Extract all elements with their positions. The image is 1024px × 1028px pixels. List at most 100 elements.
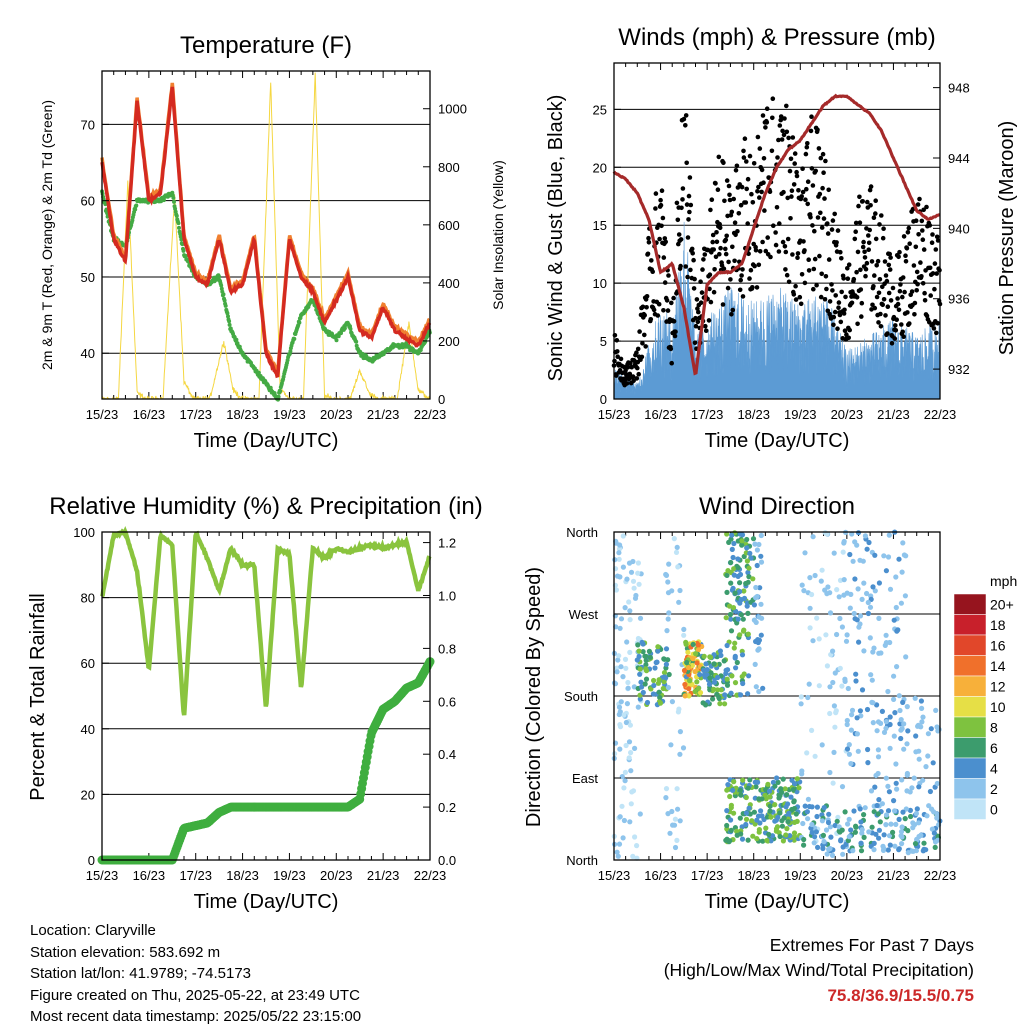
gust-point xyxy=(878,324,884,329)
gust-point xyxy=(784,129,790,135)
direction-point xyxy=(739,542,745,548)
x-tick-label: 19/23 xyxy=(273,407,306,422)
direction-point xyxy=(724,682,731,688)
direction-point xyxy=(876,615,882,622)
direction-point xyxy=(844,746,851,752)
direction-point xyxy=(783,832,789,838)
direction-point xyxy=(872,784,878,790)
direction-point xyxy=(728,817,734,823)
gust-point xyxy=(728,277,733,282)
dewpoint-point xyxy=(219,283,224,288)
direction-point xyxy=(810,534,816,540)
gust-point xyxy=(730,244,735,250)
gust-point xyxy=(821,216,827,221)
direction-point xyxy=(732,640,738,646)
direction-point xyxy=(728,628,735,634)
direction-point xyxy=(822,530,828,536)
direction-point xyxy=(835,814,841,820)
direction-point xyxy=(786,810,792,817)
direction-point xyxy=(739,652,746,658)
y-tick-label: 20 xyxy=(593,160,607,175)
direction-point xyxy=(635,642,641,648)
direction-point xyxy=(779,823,786,829)
gust-point xyxy=(868,184,874,189)
direction-point xyxy=(694,660,700,666)
direction-point xyxy=(754,593,760,600)
direction-point xyxy=(743,794,749,801)
gust-point xyxy=(753,247,759,253)
direction-point xyxy=(873,831,879,837)
direction-point xyxy=(893,574,899,580)
x-axis-label: Time (Day/UTC) xyxy=(705,430,850,452)
gust-point xyxy=(861,239,866,245)
gust-point xyxy=(856,203,861,209)
direction-point xyxy=(614,573,621,579)
direction-point xyxy=(619,803,625,809)
chart-title: Winds (mph) & Pressure (mb) xyxy=(618,24,935,51)
direction-point xyxy=(883,725,889,731)
direction-point xyxy=(801,836,807,843)
direction-point xyxy=(853,671,859,677)
direction-point xyxy=(617,542,623,548)
direction-point xyxy=(781,815,787,821)
direction-point xyxy=(832,724,838,730)
gust-point xyxy=(693,323,699,329)
y2-tick-label: 944 xyxy=(948,151,970,166)
gust-point xyxy=(871,215,877,220)
legend-label: 4 xyxy=(990,760,998,776)
gust-point xyxy=(854,269,859,275)
direction-point xyxy=(749,818,755,824)
direction-point xyxy=(758,808,764,814)
y2-tick-label: 940 xyxy=(948,221,970,236)
direction-point xyxy=(898,600,905,606)
gust-point xyxy=(646,235,651,241)
gust-point xyxy=(830,218,836,223)
gust-point xyxy=(796,188,801,193)
direction-point xyxy=(718,687,724,693)
direction-point xyxy=(862,533,869,539)
gust-point xyxy=(635,365,640,371)
gust-point xyxy=(805,179,811,184)
gust-point xyxy=(778,114,784,119)
gust-point xyxy=(832,211,837,217)
gust-point xyxy=(831,314,837,320)
direction-point xyxy=(696,685,702,691)
direction-point xyxy=(833,708,839,714)
gust-point xyxy=(655,313,661,318)
direction-point xyxy=(857,708,864,714)
direction-point xyxy=(899,841,905,847)
direction-point xyxy=(646,648,653,655)
gust-point xyxy=(640,304,646,310)
gust-point xyxy=(897,288,903,294)
gust-point xyxy=(839,255,844,261)
gust-point xyxy=(895,301,901,307)
direction-point xyxy=(729,546,735,553)
direction-point xyxy=(655,680,662,686)
direction-point xyxy=(782,786,788,792)
gust-point xyxy=(644,305,649,310)
direction-point xyxy=(711,686,717,693)
direction-point xyxy=(612,557,618,563)
y2-tick-label: 400 xyxy=(438,276,460,291)
direction-point xyxy=(850,848,856,854)
direction-point xyxy=(632,834,638,840)
direction-point xyxy=(745,569,751,576)
direction-point xyxy=(899,777,905,783)
direction-point xyxy=(728,616,734,622)
dewpoint-point xyxy=(225,311,230,316)
direction-point xyxy=(755,779,761,785)
direction-point xyxy=(891,617,897,623)
direction-point xyxy=(629,789,635,795)
gust-point xyxy=(658,202,664,208)
gust-point xyxy=(800,189,806,195)
gust-point xyxy=(634,376,640,381)
direction-point xyxy=(831,749,837,756)
direction-point xyxy=(907,807,914,814)
gust-point xyxy=(668,346,674,352)
direction-point xyxy=(627,608,633,614)
direction-point xyxy=(866,539,872,546)
y2-tick-label: 0.8 xyxy=(438,641,456,656)
legend-label: 8 xyxy=(990,719,998,735)
gust-point xyxy=(791,292,797,297)
gust-point xyxy=(689,246,695,252)
